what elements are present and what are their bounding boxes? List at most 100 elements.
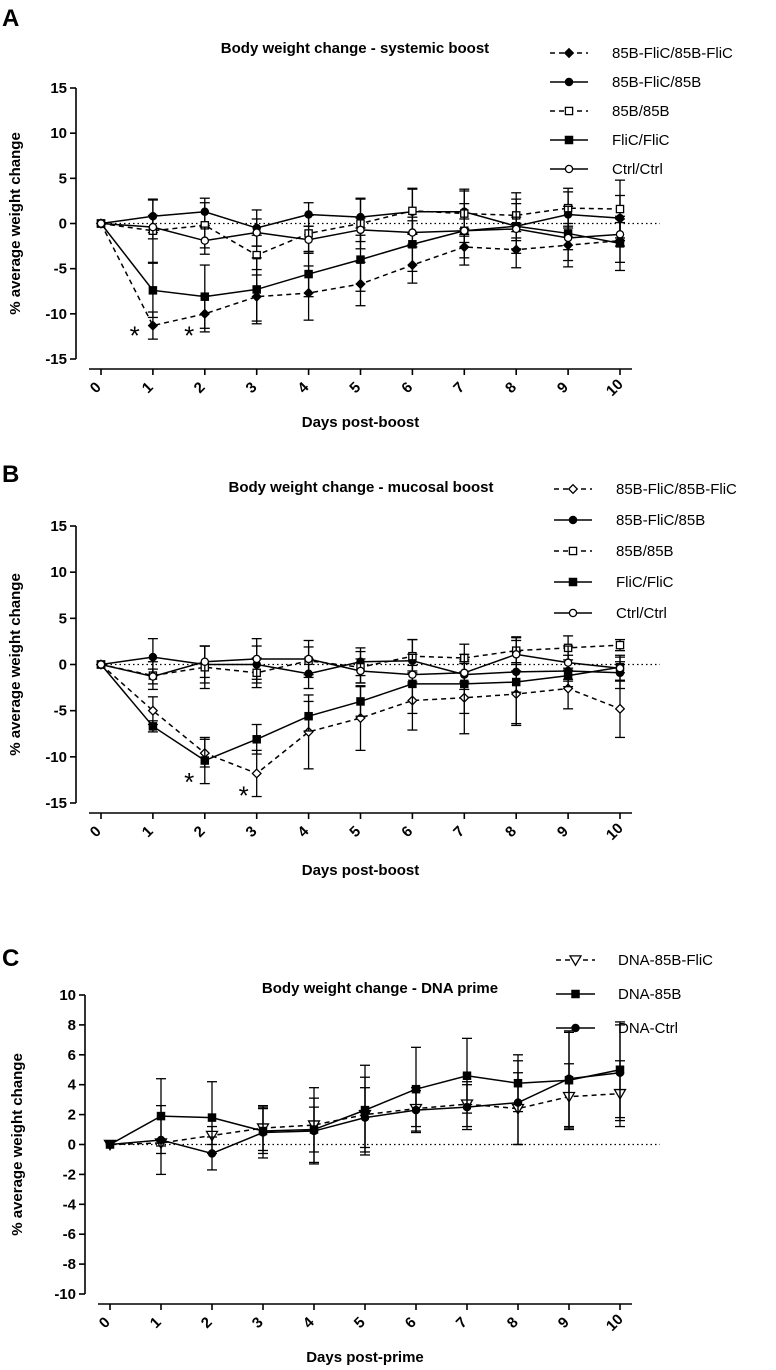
y-tick-label: 8 xyxy=(68,1017,76,1034)
x-tick-label: 7 xyxy=(450,823,468,841)
x-tick-label: 4 xyxy=(294,378,312,396)
y-axis-title: % average weight change xyxy=(7,132,24,315)
y-tick-label: 10 xyxy=(59,987,76,1004)
legend-item: 85B/85B xyxy=(554,543,674,560)
data-point xyxy=(615,663,625,673)
data-point xyxy=(356,255,365,264)
data-point xyxy=(511,677,521,687)
data-point xyxy=(408,228,417,237)
legend-label: 85B-FliC/85B-FliC xyxy=(616,481,737,498)
panel-letter: A xyxy=(2,5,19,32)
data-point xyxy=(156,1135,166,1145)
legend-label: DNA-85B-FliC xyxy=(618,952,713,969)
y-tick-label: 0 xyxy=(68,1137,76,1154)
x-tick-label: 10 xyxy=(603,376,627,400)
y-axis-title: % average weight change xyxy=(7,573,24,756)
data-point xyxy=(309,1126,319,1136)
data-point xyxy=(615,230,625,239)
y-tick-label: -2 xyxy=(63,1166,76,1183)
legend-item: 85B-FliC/85B xyxy=(554,512,705,529)
significance-asterisk: * xyxy=(184,767,194,797)
significance-asterisk: * xyxy=(239,781,249,811)
y-tick-label: -10 xyxy=(45,306,67,323)
chart-panel-c: C Body weight change - DNA prime -10 -8 -6 -4… xyxy=(2,945,713,1366)
x-axis-title: Days post-boost xyxy=(302,414,420,431)
x-tick-label: 10 xyxy=(603,1311,627,1335)
chart-panel-a: A Body weight change - systemic boost -15 -… xyxy=(2,5,733,431)
data-point xyxy=(511,650,521,659)
series-ctrl-ctrl xyxy=(96,214,625,255)
x-tick-label: 6 xyxy=(402,1314,420,1332)
legend-marker xyxy=(564,106,574,116)
data-point xyxy=(148,672,158,681)
data-point xyxy=(148,286,158,295)
data-point xyxy=(513,1098,523,1107)
legend-marker xyxy=(564,135,574,145)
x-tick-label: 4 xyxy=(294,822,312,840)
series-line xyxy=(109,1092,621,1146)
y-tick-label: -8 xyxy=(63,1256,76,1273)
series-dna-ctrl xyxy=(105,1024,625,1176)
legend-item: FliC/FliC xyxy=(550,132,670,149)
data-point xyxy=(258,1128,268,1137)
y-tick-label: 0 xyxy=(59,657,67,674)
chart-title: Body weight change - DNA prime xyxy=(262,980,498,997)
x-tick-label: 0 xyxy=(96,1314,114,1332)
x-tick-label: 3 xyxy=(249,1314,267,1332)
series-line xyxy=(100,663,621,775)
significance-asterisk: * xyxy=(184,321,194,351)
data-point xyxy=(408,206,417,216)
data-point xyxy=(564,1074,574,1083)
legend-marker xyxy=(571,1023,580,1033)
x-tick-label: 3 xyxy=(243,379,261,397)
legend-item: 85B-FliC/85B-FliC xyxy=(550,45,733,62)
y-tick-label: -6 xyxy=(63,1226,76,1243)
y-tick-label: 15 xyxy=(50,80,67,97)
x-tick-label: 7 xyxy=(453,1314,471,1332)
data-point xyxy=(304,654,313,664)
significance-asterisk: * xyxy=(130,321,140,351)
data-point xyxy=(462,1071,472,1080)
panel-letter: B xyxy=(2,461,19,488)
legend-item: DNA-Ctrl xyxy=(556,1020,678,1037)
x-tick-label: 1 xyxy=(139,379,157,397)
data-point xyxy=(511,224,521,234)
data-point xyxy=(408,670,417,679)
data-point xyxy=(148,222,158,232)
legend-label: 85B-FliC/85B-FliC xyxy=(612,45,733,62)
legend-item: DNA-85B-FliC xyxy=(556,952,713,969)
data-point xyxy=(147,705,159,716)
x-tick-label: 1 xyxy=(139,823,157,841)
data-point xyxy=(304,269,313,279)
y-tick-label: -15 xyxy=(45,795,67,812)
x-axis-title: Days post-boost xyxy=(302,862,420,879)
x-tick-label: 1 xyxy=(147,1314,165,1332)
legend-item: 85B/85B xyxy=(550,103,670,120)
data-point xyxy=(148,652,158,662)
y-tick-label: -4 xyxy=(63,1196,77,1213)
data-point xyxy=(148,722,158,731)
legend-marker xyxy=(571,989,580,999)
legend-item: DNA-85B xyxy=(556,986,681,1003)
data-point xyxy=(563,233,573,243)
data-point xyxy=(614,703,626,715)
data-point xyxy=(207,1149,217,1158)
x-tick-label: 2 xyxy=(191,379,209,397)
legend-label: 85B/85B xyxy=(612,103,670,120)
data-point xyxy=(251,768,262,779)
legend-item: 85B-FliC/85B xyxy=(550,74,701,91)
x-tick-label: 8 xyxy=(504,1314,522,1332)
y-tick-label: 10 xyxy=(50,125,67,142)
data-point xyxy=(96,219,106,228)
legend-marker xyxy=(568,955,583,967)
data-point xyxy=(460,668,469,678)
data-point xyxy=(356,666,365,676)
legend-marker xyxy=(564,164,574,174)
x-tick-label: 5 xyxy=(346,823,364,841)
y-tick-label: -15 xyxy=(45,351,67,368)
legend-marker xyxy=(568,515,578,525)
legend-marker xyxy=(564,77,574,87)
x-tick-label: 6 xyxy=(398,823,416,841)
y-tick-label: 5 xyxy=(59,170,67,187)
data-point xyxy=(615,640,625,650)
